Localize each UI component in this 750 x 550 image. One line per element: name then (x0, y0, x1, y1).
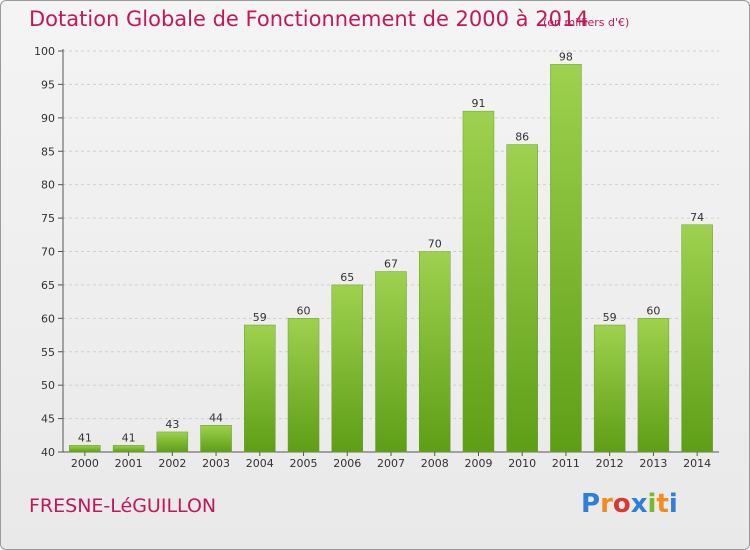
x-tick-label: 2010 (508, 457, 536, 470)
bar-value-label: 98 (559, 50, 573, 63)
bar (637, 318, 670, 453)
bar-value-label: 74 (690, 211, 704, 224)
y-tick-label: 45 (41, 413, 55, 426)
bar (375, 271, 407, 453)
x-tick-label: 2007 (377, 457, 405, 470)
x-tick-label: 2013 (639, 457, 667, 470)
logo-letter: o (612, 489, 631, 519)
y-tick-label: 100 (34, 45, 55, 58)
y-tick-label: 60 (41, 312, 55, 325)
proxiti-logo[interactable]: Proxiti (581, 489, 678, 519)
x-tick-label: 2000 (71, 457, 99, 470)
bar-value-label: 60 (646, 304, 660, 317)
bar-value-label: 91 (471, 97, 485, 110)
y-tick-label: 75 (41, 212, 55, 225)
y-tick-label: 55 (41, 346, 55, 359)
commune-name: FRESNE-LéGUILLON (29, 495, 217, 517)
bar-value-label: 41 (122, 431, 136, 444)
x-tick-label: 2002 (158, 457, 186, 470)
y-tick-label: 70 (41, 246, 55, 259)
x-tick-label: 2003 (202, 457, 230, 470)
bar (506, 144, 538, 453)
y-tick-label: 95 (41, 78, 55, 91)
bar (418, 251, 451, 453)
x-tick-label: 2012 (596, 457, 624, 470)
bar (244, 324, 276, 453)
bar-value-label: 60 (297, 304, 311, 317)
bar-value-label: 86 (515, 131, 529, 144)
x-tick-label: 2006 (333, 457, 361, 470)
x-tick-label: 2009 (464, 457, 492, 470)
bar-value-label: 43 (165, 418, 179, 431)
logo-letter: t (656, 489, 669, 519)
bar-value-label: 70 (428, 238, 442, 251)
bar-value-label: 59 (253, 311, 267, 324)
bar (156, 431, 189, 453)
bar-value-label: 65 (340, 271, 354, 284)
y-tick-label: 90 (41, 112, 55, 125)
logo-letter: i (668, 489, 678, 519)
unit-note: (en milliers d'€) (543, 16, 630, 29)
y-tick-label: 65 (41, 279, 55, 292)
y-tick-label: 40 (41, 446, 55, 459)
y-tick-label: 85 (41, 145, 55, 158)
bar (287, 318, 320, 453)
x-tick-label: 2005 (290, 457, 318, 470)
bar (331, 284, 364, 453)
x-tick-label: 2008 (421, 457, 449, 470)
bar (112, 445, 145, 453)
bar-value-label: 59 (603, 311, 617, 324)
bar (200, 425, 232, 453)
logo-letter: x (630, 489, 648, 519)
bar (550, 64, 582, 453)
bar (681, 224, 713, 453)
logo-letter: i (647, 489, 657, 519)
y-tick-label: 50 (41, 379, 55, 392)
logo-letter: P (581, 489, 601, 519)
x-tick-label: 2014 (683, 457, 711, 470)
bar (69, 445, 101, 453)
labels: 40 45 50 55 60 65 70 75 80 85 90 95 100 41 2000 41 2001 4… (34, 45, 711, 470)
x-tick-label: 2004 (246, 457, 274, 470)
bar (462, 110, 495, 453)
x-tick-label: 2001 (115, 457, 143, 470)
bars (69, 64, 713, 453)
chart-title: Dotation Globale de Fonctionnement de 20… (29, 7, 589, 31)
y-tick-label: 80 (41, 179, 55, 192)
bar (593, 324, 626, 453)
logo-letter: r (600, 489, 613, 519)
bar-value-label: 67 (384, 258, 398, 271)
x-tick-label: 2011 (552, 457, 580, 470)
bar-value-label: 41 (78, 431, 92, 444)
bar-value-label: 44 (209, 411, 223, 424)
